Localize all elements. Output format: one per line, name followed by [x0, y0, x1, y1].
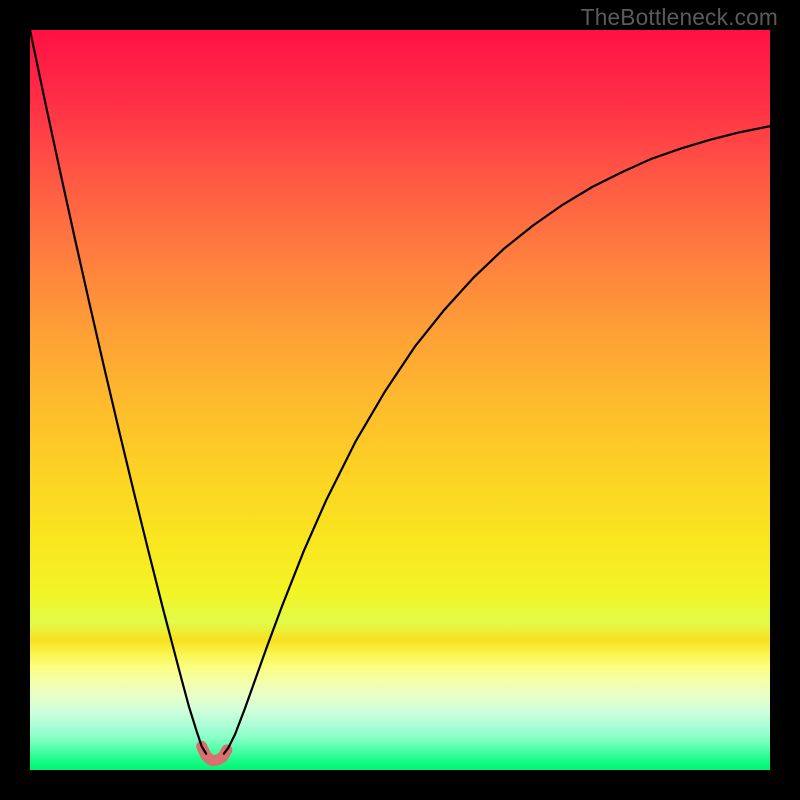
plot-svg: [30, 30, 770, 770]
plot-area: [30, 30, 770, 770]
source-watermark: TheBottleneck.com: [581, 4, 778, 31]
gradient-background: [30, 30, 770, 770]
chart-frame: TheBottleneck.com: [0, 0, 800, 800]
